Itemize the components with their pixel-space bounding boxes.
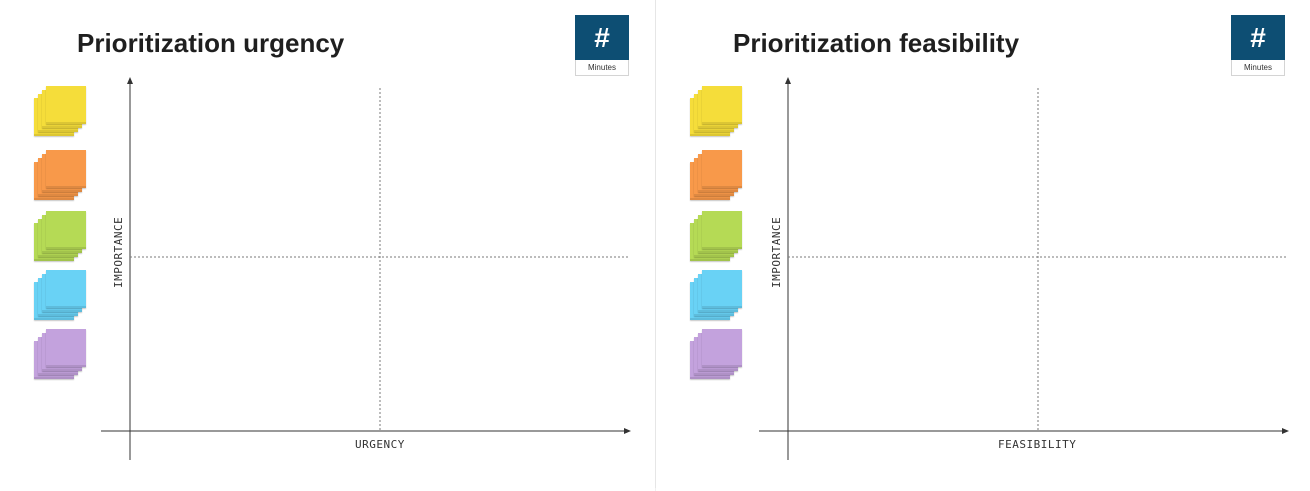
timer-label: Minutes xyxy=(575,60,629,76)
y-axis-arrow xyxy=(127,77,133,84)
canvas-bottom-edge xyxy=(0,488,1310,491)
yellow-sticky-stack[interactable] xyxy=(34,86,90,138)
x-axis-label: URGENCY xyxy=(355,438,405,451)
x-axis-arrow xyxy=(624,428,631,434)
board-divider xyxy=(655,0,656,491)
blue-sticky-stack[interactable] xyxy=(690,270,746,322)
sticky-note xyxy=(46,150,86,188)
sticky-note xyxy=(702,329,742,367)
x-axis-arrow xyxy=(1282,428,1289,434)
sticky-note xyxy=(46,86,86,124)
orange-sticky-stack[interactable] xyxy=(34,150,90,202)
quadrant-chart xyxy=(759,77,1289,460)
sticky-note xyxy=(702,150,742,188)
minutes-timer[interactable]: # Minutes xyxy=(575,15,629,76)
green-sticky-stack[interactable] xyxy=(690,211,746,263)
hash-icon: # xyxy=(575,15,629,60)
sticky-note xyxy=(46,270,86,308)
y-axis-label: IMPORTANCE xyxy=(112,216,125,288)
sticky-note xyxy=(46,211,86,249)
green-sticky-stack[interactable] xyxy=(34,211,90,263)
x-axis-label: FEASIBILITY xyxy=(998,438,1077,451)
board-title: Prioritization urgency xyxy=(77,28,345,58)
sticky-note xyxy=(702,86,742,124)
sticky-note xyxy=(702,270,742,308)
yellow-sticky-stack[interactable] xyxy=(690,86,746,138)
purple-sticky-stack[interactable] xyxy=(34,329,90,381)
sticky-note xyxy=(702,211,742,249)
orange-sticky-stack[interactable] xyxy=(690,150,746,202)
y-axis-label: IMPORTANCE xyxy=(770,216,783,288)
urgency-board: Prioritization urgency # Minutes IMPORTA… xyxy=(34,15,631,460)
hash-icon: # xyxy=(1231,15,1285,60)
purple-sticky-stack[interactable] xyxy=(690,329,746,381)
sticky-note xyxy=(46,329,86,367)
y-axis-arrow xyxy=(785,77,791,84)
quadrant-chart xyxy=(101,77,631,460)
blue-sticky-stack[interactable] xyxy=(34,270,90,322)
timer-label: Minutes xyxy=(1231,60,1285,76)
feasibility-board: Prioritization feasibility # Minutes IMP… xyxy=(656,0,1310,491)
board-title: Prioritization feasibility xyxy=(733,28,1020,58)
minutes-timer[interactable]: # Minutes xyxy=(1231,15,1285,76)
